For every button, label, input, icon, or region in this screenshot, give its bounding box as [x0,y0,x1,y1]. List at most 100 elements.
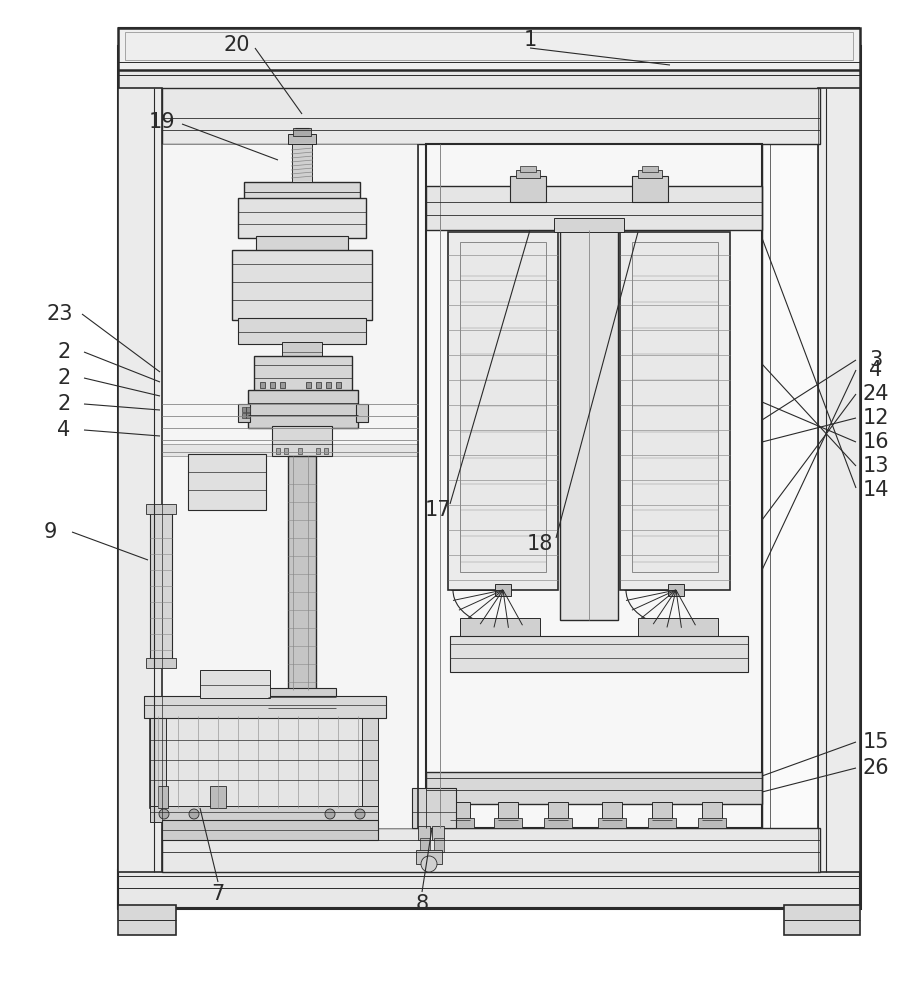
Bar [162,144,418,828]
Bar [426,144,762,828]
Bar [118,88,162,872]
Bar [150,512,172,660]
Bar [495,584,511,596]
Bar [162,820,378,840]
Bar [248,390,358,428]
Bar [118,46,860,908]
Bar [448,232,558,590]
Bar [298,448,302,454]
Bar [602,802,622,820]
Text: 2: 2 [58,368,70,388]
Bar [652,802,672,820]
Bar [210,786,226,808]
Bar [510,176,546,202]
Bar [520,166,536,172]
Bar [276,448,280,454]
Circle shape [159,809,169,819]
Bar [426,772,762,804]
Bar [238,318,366,344]
Bar [246,413,250,418]
Bar [446,818,474,828]
Bar [432,826,444,840]
Bar [125,32,853,60]
Bar [494,818,522,828]
Bar [450,802,470,820]
Bar [638,618,718,638]
Bar [702,802,722,820]
Bar [516,170,540,178]
Bar [554,218,624,232]
Bar [188,454,266,510]
Bar [162,444,418,456]
Circle shape [325,809,335,819]
Text: 7: 7 [212,884,224,904]
Text: 17: 17 [424,500,451,520]
Text: 3: 3 [869,350,883,370]
Bar [460,618,540,638]
Bar [598,818,626,828]
Bar [293,128,311,136]
Bar [272,426,332,456]
Bar [362,716,378,808]
Bar [498,802,518,820]
Text: 15: 15 [863,732,889,752]
Bar [150,716,166,808]
Bar [146,504,176,514]
Bar [118,28,860,70]
Bar [638,170,662,178]
Bar [162,828,820,872]
Bar [282,736,322,748]
Text: 16: 16 [862,432,889,452]
Bar [284,448,288,454]
Bar [412,788,456,828]
Bar [232,250,372,320]
Bar [292,142,312,182]
Bar [150,716,378,808]
Bar [242,413,246,418]
Text: 12: 12 [863,408,889,428]
Text: 4: 4 [869,360,883,380]
Bar [282,342,322,360]
Circle shape [189,809,199,819]
Text: 1: 1 [523,30,537,50]
Bar [316,382,321,388]
Bar [336,382,341,388]
Text: 23: 23 [47,304,73,324]
Bar [288,134,316,144]
Bar [632,242,718,572]
Bar [146,658,176,668]
Text: 13: 13 [863,456,889,476]
Bar [306,382,311,388]
Bar [118,870,860,908]
Text: 18: 18 [527,534,553,554]
Circle shape [355,809,365,819]
Text: 24: 24 [863,384,889,404]
Text: 20: 20 [223,35,250,55]
Text: 2: 2 [58,394,70,414]
Bar [288,456,316,690]
Bar [254,356,352,392]
Bar [668,584,684,596]
Bar [324,448,328,454]
Bar [200,670,270,698]
Bar [784,905,860,935]
Bar [548,802,568,820]
Bar [648,818,676,828]
Bar [642,166,658,172]
Bar [818,88,860,872]
Bar [242,407,246,412]
Bar [118,905,176,935]
Bar [278,720,326,738]
Bar [420,838,430,852]
Bar [698,818,726,828]
Bar [280,382,285,388]
Bar [268,688,336,722]
Bar [144,696,386,718]
Bar [238,198,366,238]
Text: 8: 8 [415,894,429,914]
Bar [434,838,444,852]
Bar [620,232,730,590]
Bar [426,186,762,230]
Bar [418,826,430,840]
Text: 26: 26 [862,758,889,778]
